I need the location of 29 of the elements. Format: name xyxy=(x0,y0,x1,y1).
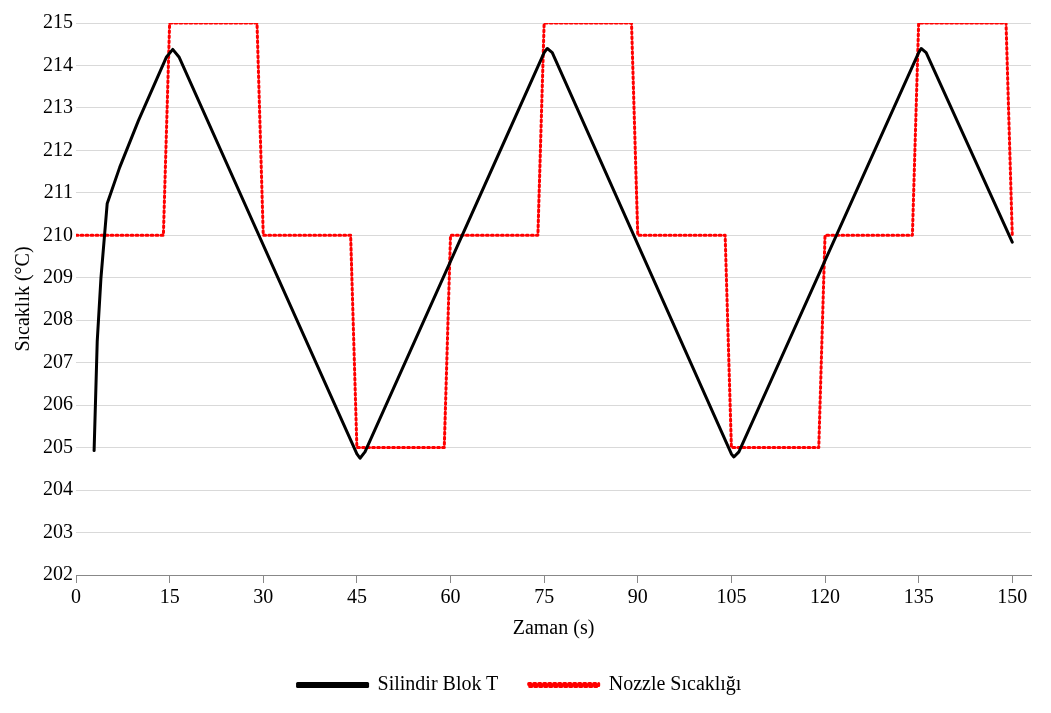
x-tick-label: 135 xyxy=(903,585,934,608)
y-axis-title: Sıcaklık (°C) xyxy=(11,246,35,352)
y-tick-label: 215 xyxy=(43,10,73,33)
x-tick-label: 60 xyxy=(440,585,461,608)
x-tick-label: 45 xyxy=(346,585,367,608)
legend-label: Silindir Blok T xyxy=(377,672,499,695)
y-tick-label: 203 xyxy=(43,519,73,542)
y-tick-label: 214 xyxy=(43,52,73,75)
x-tick-label: 0 xyxy=(71,585,81,608)
y-tick-label: 211 xyxy=(43,180,73,203)
y-tick-label: 205 xyxy=(43,434,73,457)
x-tick-label: 30 xyxy=(253,585,274,608)
y-tick-label: 206 xyxy=(43,392,73,415)
legend-label: Nozzle Sıcaklığı xyxy=(608,672,742,696)
y-tick-label: 212 xyxy=(43,137,73,160)
y-tick-label: 204 xyxy=(43,477,73,500)
x-tick-label: 105 xyxy=(716,585,747,608)
x-tick-label: 15 xyxy=(159,585,180,608)
x-axis-title: Zaman (s) xyxy=(512,616,595,640)
y-tick-label: 213 xyxy=(43,95,73,118)
y-tick-label: 210 xyxy=(43,222,73,245)
y-tick-label: 209 xyxy=(43,265,73,288)
y-tick-label: 202 xyxy=(43,562,73,585)
x-tick-label: 150 xyxy=(997,585,1028,608)
x-tick-label: 90 xyxy=(627,585,648,608)
x-tick-label: 75 xyxy=(534,585,555,608)
y-tick-label: 208 xyxy=(43,307,73,330)
x-tick-label: 120 xyxy=(810,585,841,608)
y-tick-label: 207 xyxy=(43,349,73,372)
